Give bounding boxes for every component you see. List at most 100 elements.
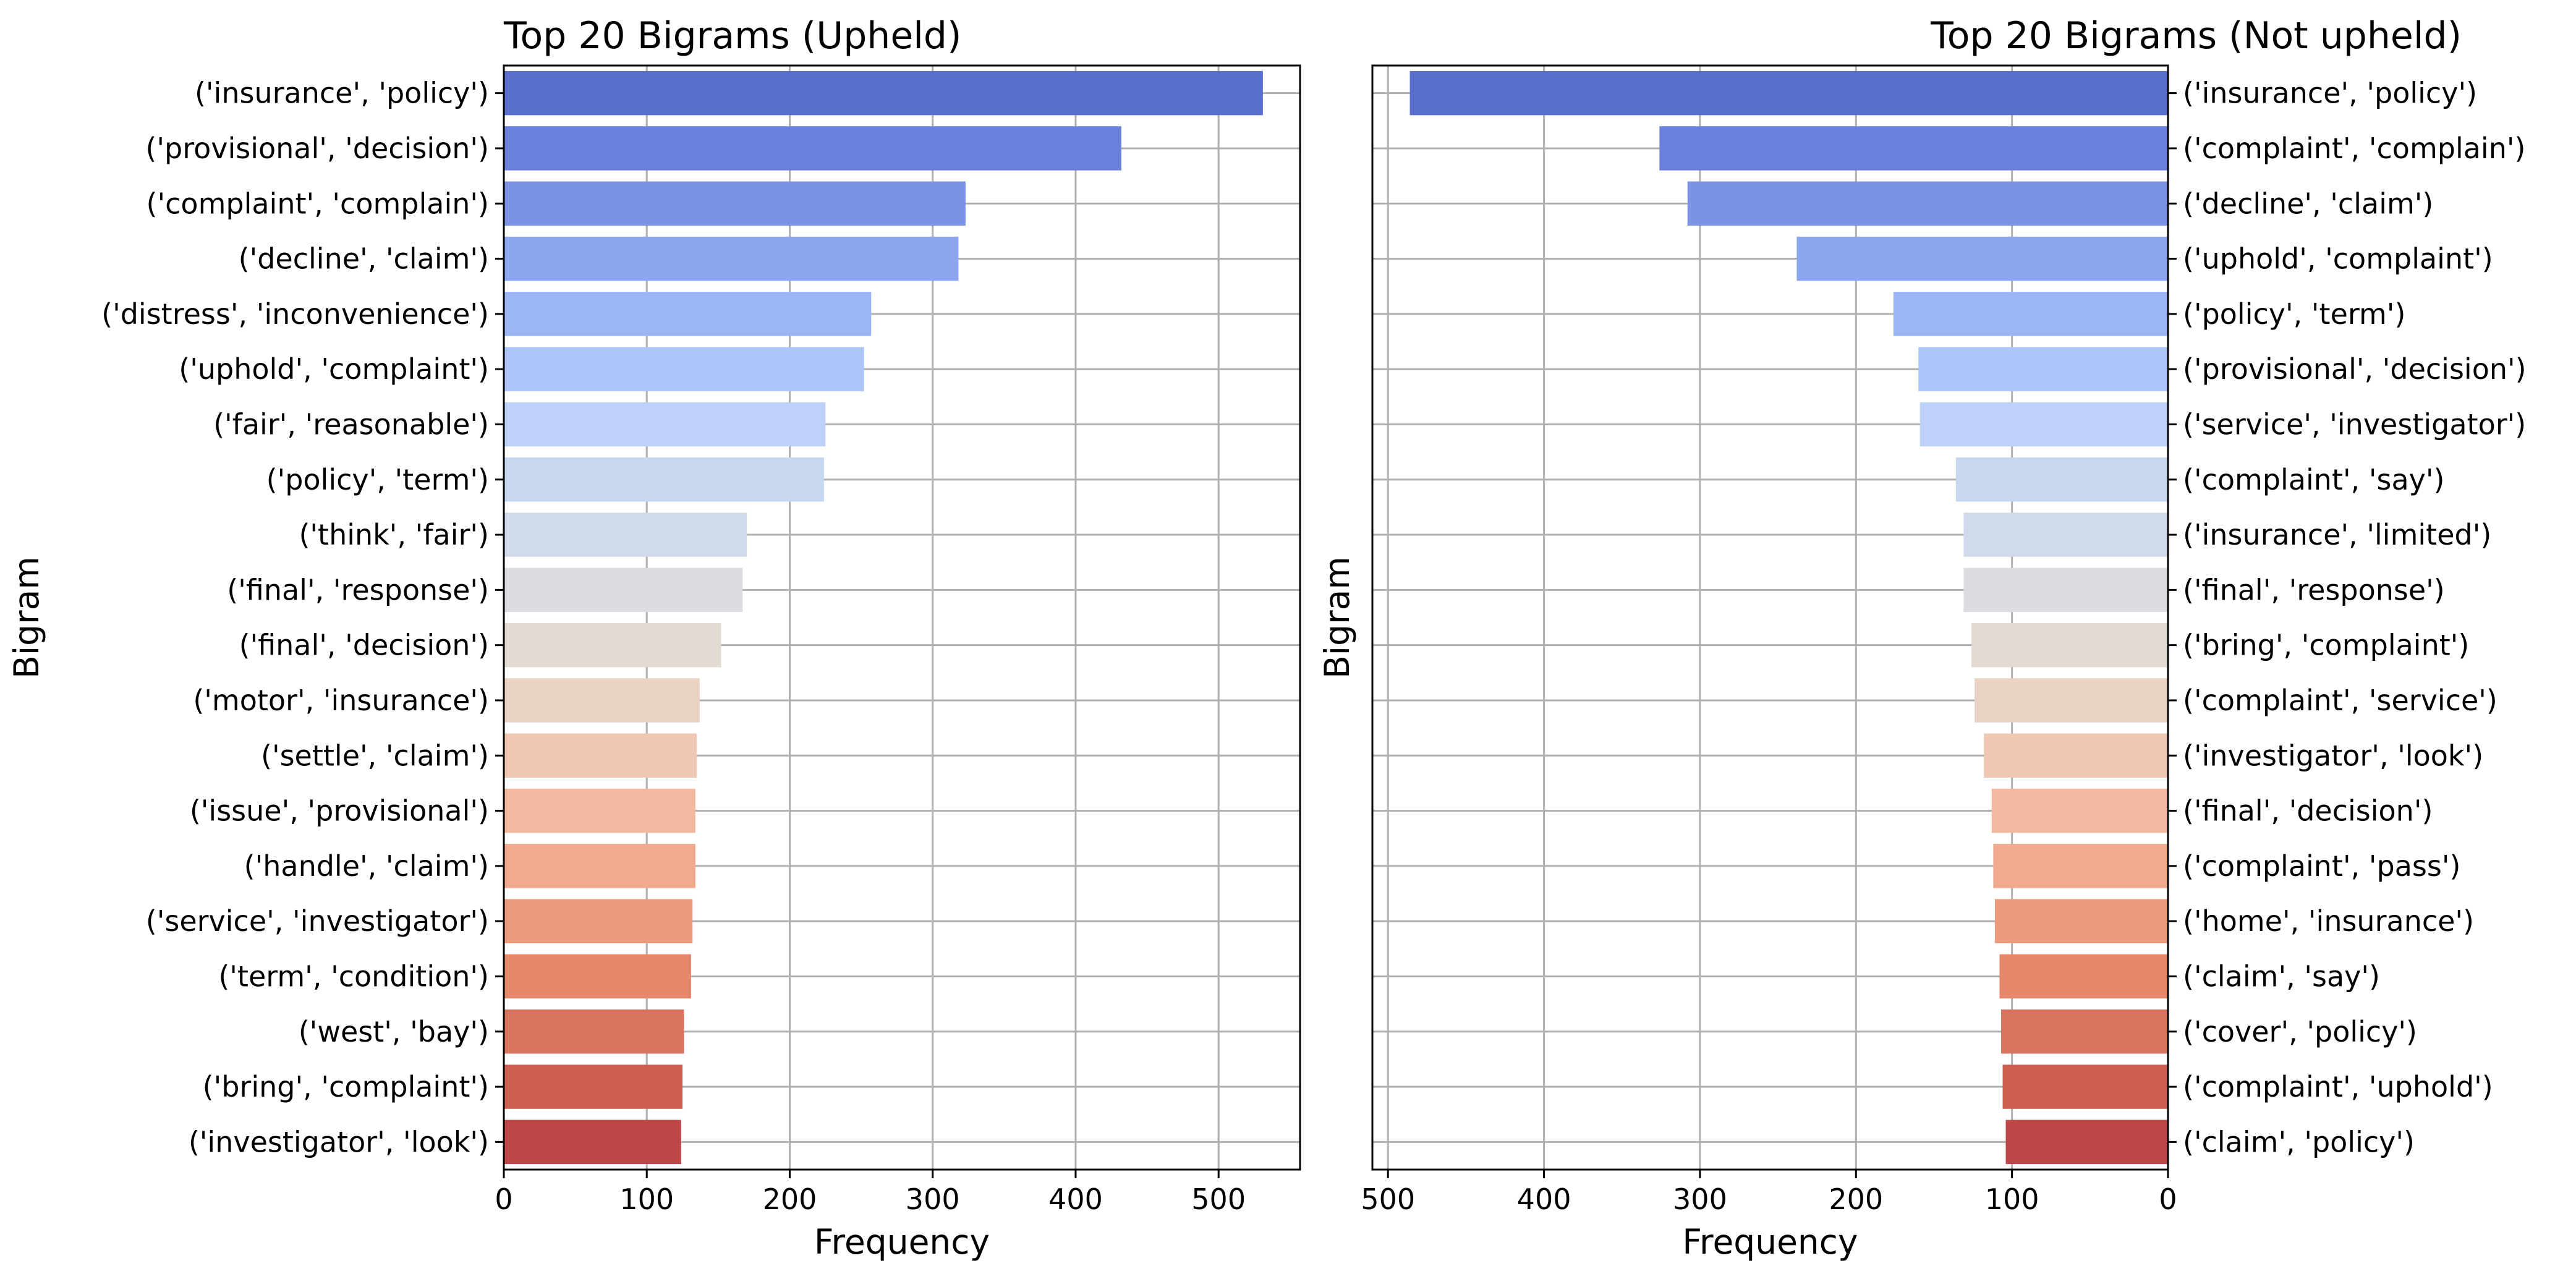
bar <box>1918 347 2168 391</box>
y-tick-label: ('provisional', 'decision') <box>145 132 489 165</box>
y-tick-label: ('investigator', 'look') <box>189 1125 489 1158</box>
bar <box>504 1120 681 1165</box>
bar <box>504 402 826 447</box>
bar <box>504 347 864 391</box>
y-tick-label: ('complaint', 'complain') <box>2183 132 2525 165</box>
bar <box>1971 623 2168 668</box>
x-tick-label: 400 <box>1517 1183 1571 1216</box>
chart-title: Top 20 Bigrams (Not upheld) <box>1930 14 2462 57</box>
axes-frame <box>1371 64 2169 1171</box>
bar <box>2005 1120 2168 1165</box>
y-tick-label: ('service', 'investigator') <box>146 904 489 938</box>
bar <box>504 181 966 226</box>
x-tick-label: 200 <box>1829 1183 1883 1216</box>
bar <box>504 678 700 723</box>
y-tick-label: ('issue', 'provisional') <box>190 794 489 828</box>
y-tick-label: ('policy', 'term') <box>266 463 489 496</box>
bar <box>504 1064 683 1109</box>
bar <box>1955 457 2168 502</box>
bar <box>1993 844 2168 888</box>
x-tick-label: 500 <box>1361 1183 1415 1216</box>
upheld-chart-panel: 0 100 200 300 400 500 ('insurance', 'policy') (… <box>7 14 1301 1262</box>
y-tick-label: ('distress', 'inconvenience') <box>101 297 489 331</box>
y-tick-label: ('motor', 'insurance') <box>193 684 489 717</box>
y-tick-label: ('decline', 'claim') <box>2183 187 2433 220</box>
chart-title: Top 20 Bigrams (Upheld) <box>503 14 961 57</box>
y-tick-label: ('bring', 'complaint') <box>2183 629 2469 662</box>
bar <box>1796 236 2168 281</box>
x-tick-label: 400 <box>1048 1183 1103 1216</box>
axes-frame <box>503 64 1301 1171</box>
bar <box>1991 788 2168 833</box>
y-tick-label: ('decline', 'claim') <box>239 242 489 276</box>
x-tick-label: 500 <box>1191 1183 1246 1216</box>
y-tick-label: ('final', 'decision') <box>2183 794 2433 828</box>
x-tick-label: 0 <box>2159 1183 2177 1216</box>
y-tick-label: ('fair', 'reasonable') <box>213 407 489 441</box>
y-tick-label: ('insurance', 'policy') <box>2183 77 2477 110</box>
y-tick-label: ('term', 'condition') <box>218 959 489 993</box>
bar <box>504 567 743 613</box>
bar <box>1893 292 2168 336</box>
bar <box>1687 181 2168 226</box>
y-tick-label: ('final', 'response') <box>2183 573 2445 606</box>
y-axis-label: Bigram <box>1317 556 1357 679</box>
y-tick-label: ('insurance', 'policy') <box>195 77 489 110</box>
y-tick-label: ('service', 'investigator') <box>2183 407 2526 441</box>
bar <box>2002 1064 2168 1109</box>
y-tick-label: ('investigator', 'look') <box>2183 739 2483 772</box>
x-tick-label: 200 <box>763 1183 817 1216</box>
bar <box>1994 899 2168 943</box>
bar <box>1963 512 2168 557</box>
y-tick-label: ('home', 'insurance') <box>2183 904 2474 938</box>
bar <box>504 954 691 999</box>
y-tick-label: ('provisional', 'decision') <box>2183 352 2527 386</box>
bar <box>1984 733 2168 778</box>
bar <box>1659 126 2168 171</box>
y-tick-label: ('complaint', 'say') <box>2183 463 2444 496</box>
bar <box>1919 402 2168 447</box>
y-tick-label: ('complaint', 'service') <box>2183 684 2497 717</box>
x-axis-label: Frequency <box>1682 1222 1858 1262</box>
y-tick-label: ('final', 'decision') <box>239 629 489 662</box>
y-tick-label: ('complaint', 'pass') <box>2183 849 2460 883</box>
x-tick-label: 300 <box>906 1183 960 1216</box>
y-axis-label: Bigram <box>7 556 46 679</box>
bar <box>504 70 1263 116</box>
x-tick-label: 100 <box>619 1183 674 1216</box>
y-tick-label: ('cover', 'policy') <box>2183 1015 2417 1048</box>
bar <box>1963 567 2168 613</box>
y-tick-label: ('settle', 'claim') <box>261 739 489 772</box>
bar <box>2000 1009 2168 1054</box>
y-tick-label: ('final', 'response') <box>227 573 489 606</box>
y-tick-label: ('uphold', 'complaint') <box>179 352 489 386</box>
y-tick-label: ('handle', 'claim') <box>244 849 489 883</box>
bar <box>1999 954 2168 999</box>
bar <box>504 457 824 502</box>
bar <box>504 844 695 888</box>
bar <box>1975 678 2168 723</box>
y-tick-label: ('complaint', 'uphold') <box>2183 1070 2493 1103</box>
bar <box>504 899 693 943</box>
x-axis-label: Frequency <box>814 1222 990 1262</box>
y-tick-label: ('uphold', 'complaint') <box>2183 242 2493 276</box>
bar <box>504 292 872 336</box>
x-tick-label: 300 <box>1673 1183 1727 1216</box>
y-tick-label: ('bring', 'complaint') <box>203 1070 489 1103</box>
bar <box>504 623 721 668</box>
bar <box>504 733 697 778</box>
y-tick-label: ('complaint', 'complain') <box>147 187 489 220</box>
bar <box>1409 70 2168 116</box>
bar <box>504 788 695 833</box>
bar <box>504 1009 684 1054</box>
not-upheld-chart-panel: 500 400 300 200 100 0 ('insurance', 'policy') (… <box>1317 14 2527 1262</box>
y-tick-label: ('think', 'fair') <box>299 518 489 551</box>
bar <box>504 512 747 557</box>
y-tick-label: ('claim', 'say') <box>2183 959 2380 993</box>
y-tick-label: ('claim', 'policy') <box>2183 1125 2415 1158</box>
x-tick-label: 0 <box>495 1183 512 1216</box>
y-tick-label: ('west', 'bay') <box>299 1015 489 1048</box>
x-tick-label: 100 <box>1985 1183 2039 1216</box>
y-tick-label: ('insurance', 'limited') <box>2183 518 2491 551</box>
